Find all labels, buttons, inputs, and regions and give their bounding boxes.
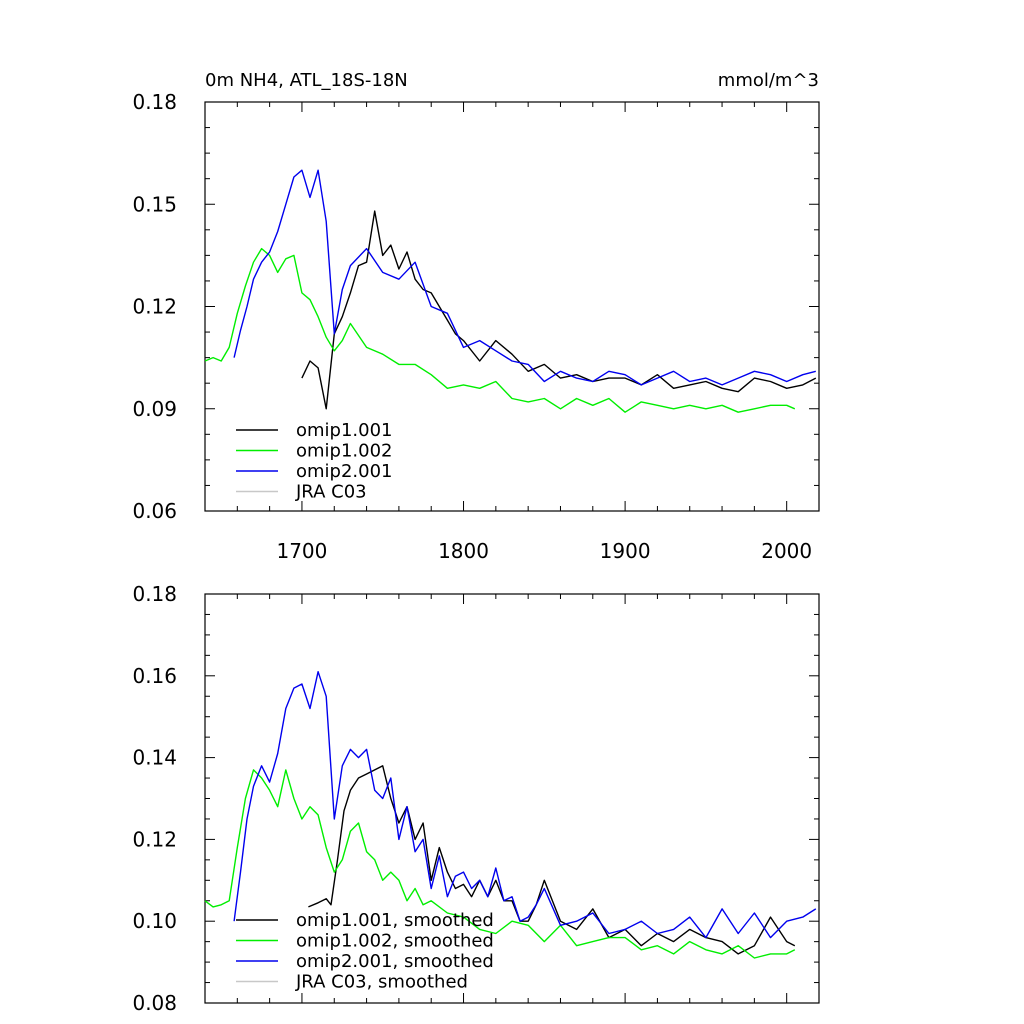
bottom-legend-label: omip1.001, smoothed	[296, 910, 494, 931]
bottom-panel: 0.08 0.10 0.12 0.14 0.16 0.18 omip1.001, smoo…	[132, 582, 820, 1015]
top-chart-units: mmol/m^3	[718, 70, 819, 91]
top-series-line-3	[233, 169, 816, 386]
top-xtick-label: 1700	[276, 539, 327, 563]
bottom-ytick-label: 0.08	[132, 991, 177, 1015]
bottom-ytick-label: 0.10	[132, 909, 177, 933]
bottom-legend-label: JRA C03, smoothed	[295, 972, 468, 993]
top-ytick-label: 0.09	[132, 397, 177, 421]
top-plot-area: 1700 1800 1900 2000 0.06 0.09 0.12 0.15 0.18	[132, 90, 820, 563]
bottom-series-line-2	[204, 769, 796, 959]
top-xtick-label: 1800	[438, 539, 489, 563]
bottom-ytick-label: 0.14	[132, 746, 177, 770]
top-ytick-label: 0.15	[132, 192, 177, 216]
top-legend-label: omip2.001	[296, 461, 393, 482]
top-series-line-2	[204, 247, 796, 413]
bottom-legend-label: omip2.001, smoothed	[296, 951, 494, 972]
top-ytick-label: 0.18	[132, 90, 177, 114]
top-series-group	[204, 169, 817, 413]
top-xtick-label: 2000	[761, 539, 812, 563]
bottom-legend-label: omip1.002, smoothed	[296, 931, 494, 952]
top-legend-label: omip1.002	[296, 441, 393, 462]
top-legend-label: JRA C03	[295, 482, 367, 503]
top-ytick-label: 0.12	[132, 295, 177, 319]
top-ytick-label: 0.06	[132, 499, 177, 523]
top-xtick-label: 1900	[600, 539, 651, 563]
bottom-series-group	[204, 671, 817, 959]
bottom-ytick-label: 0.18	[132, 582, 177, 606]
bottom-ytick-label: 0.16	[132, 664, 177, 688]
bottom-plot-area: 0.08 0.10 0.12 0.14 0.16 0.18	[132, 582, 820, 1015]
top-chart-title: 0m NH4, ATL_18S-18N	[205, 70, 408, 91]
bottom-ytick-label: 0.12	[132, 827, 177, 851]
top-panel: 0m NH4, ATL_18S-18N mmol/m^3 1700 1800 190…	[132, 70, 820, 563]
top-series-line-1	[301, 210, 817, 410]
top-legend-label: omip1.001	[296, 420, 393, 441]
bottom-series-line-3	[233, 671, 817, 939]
